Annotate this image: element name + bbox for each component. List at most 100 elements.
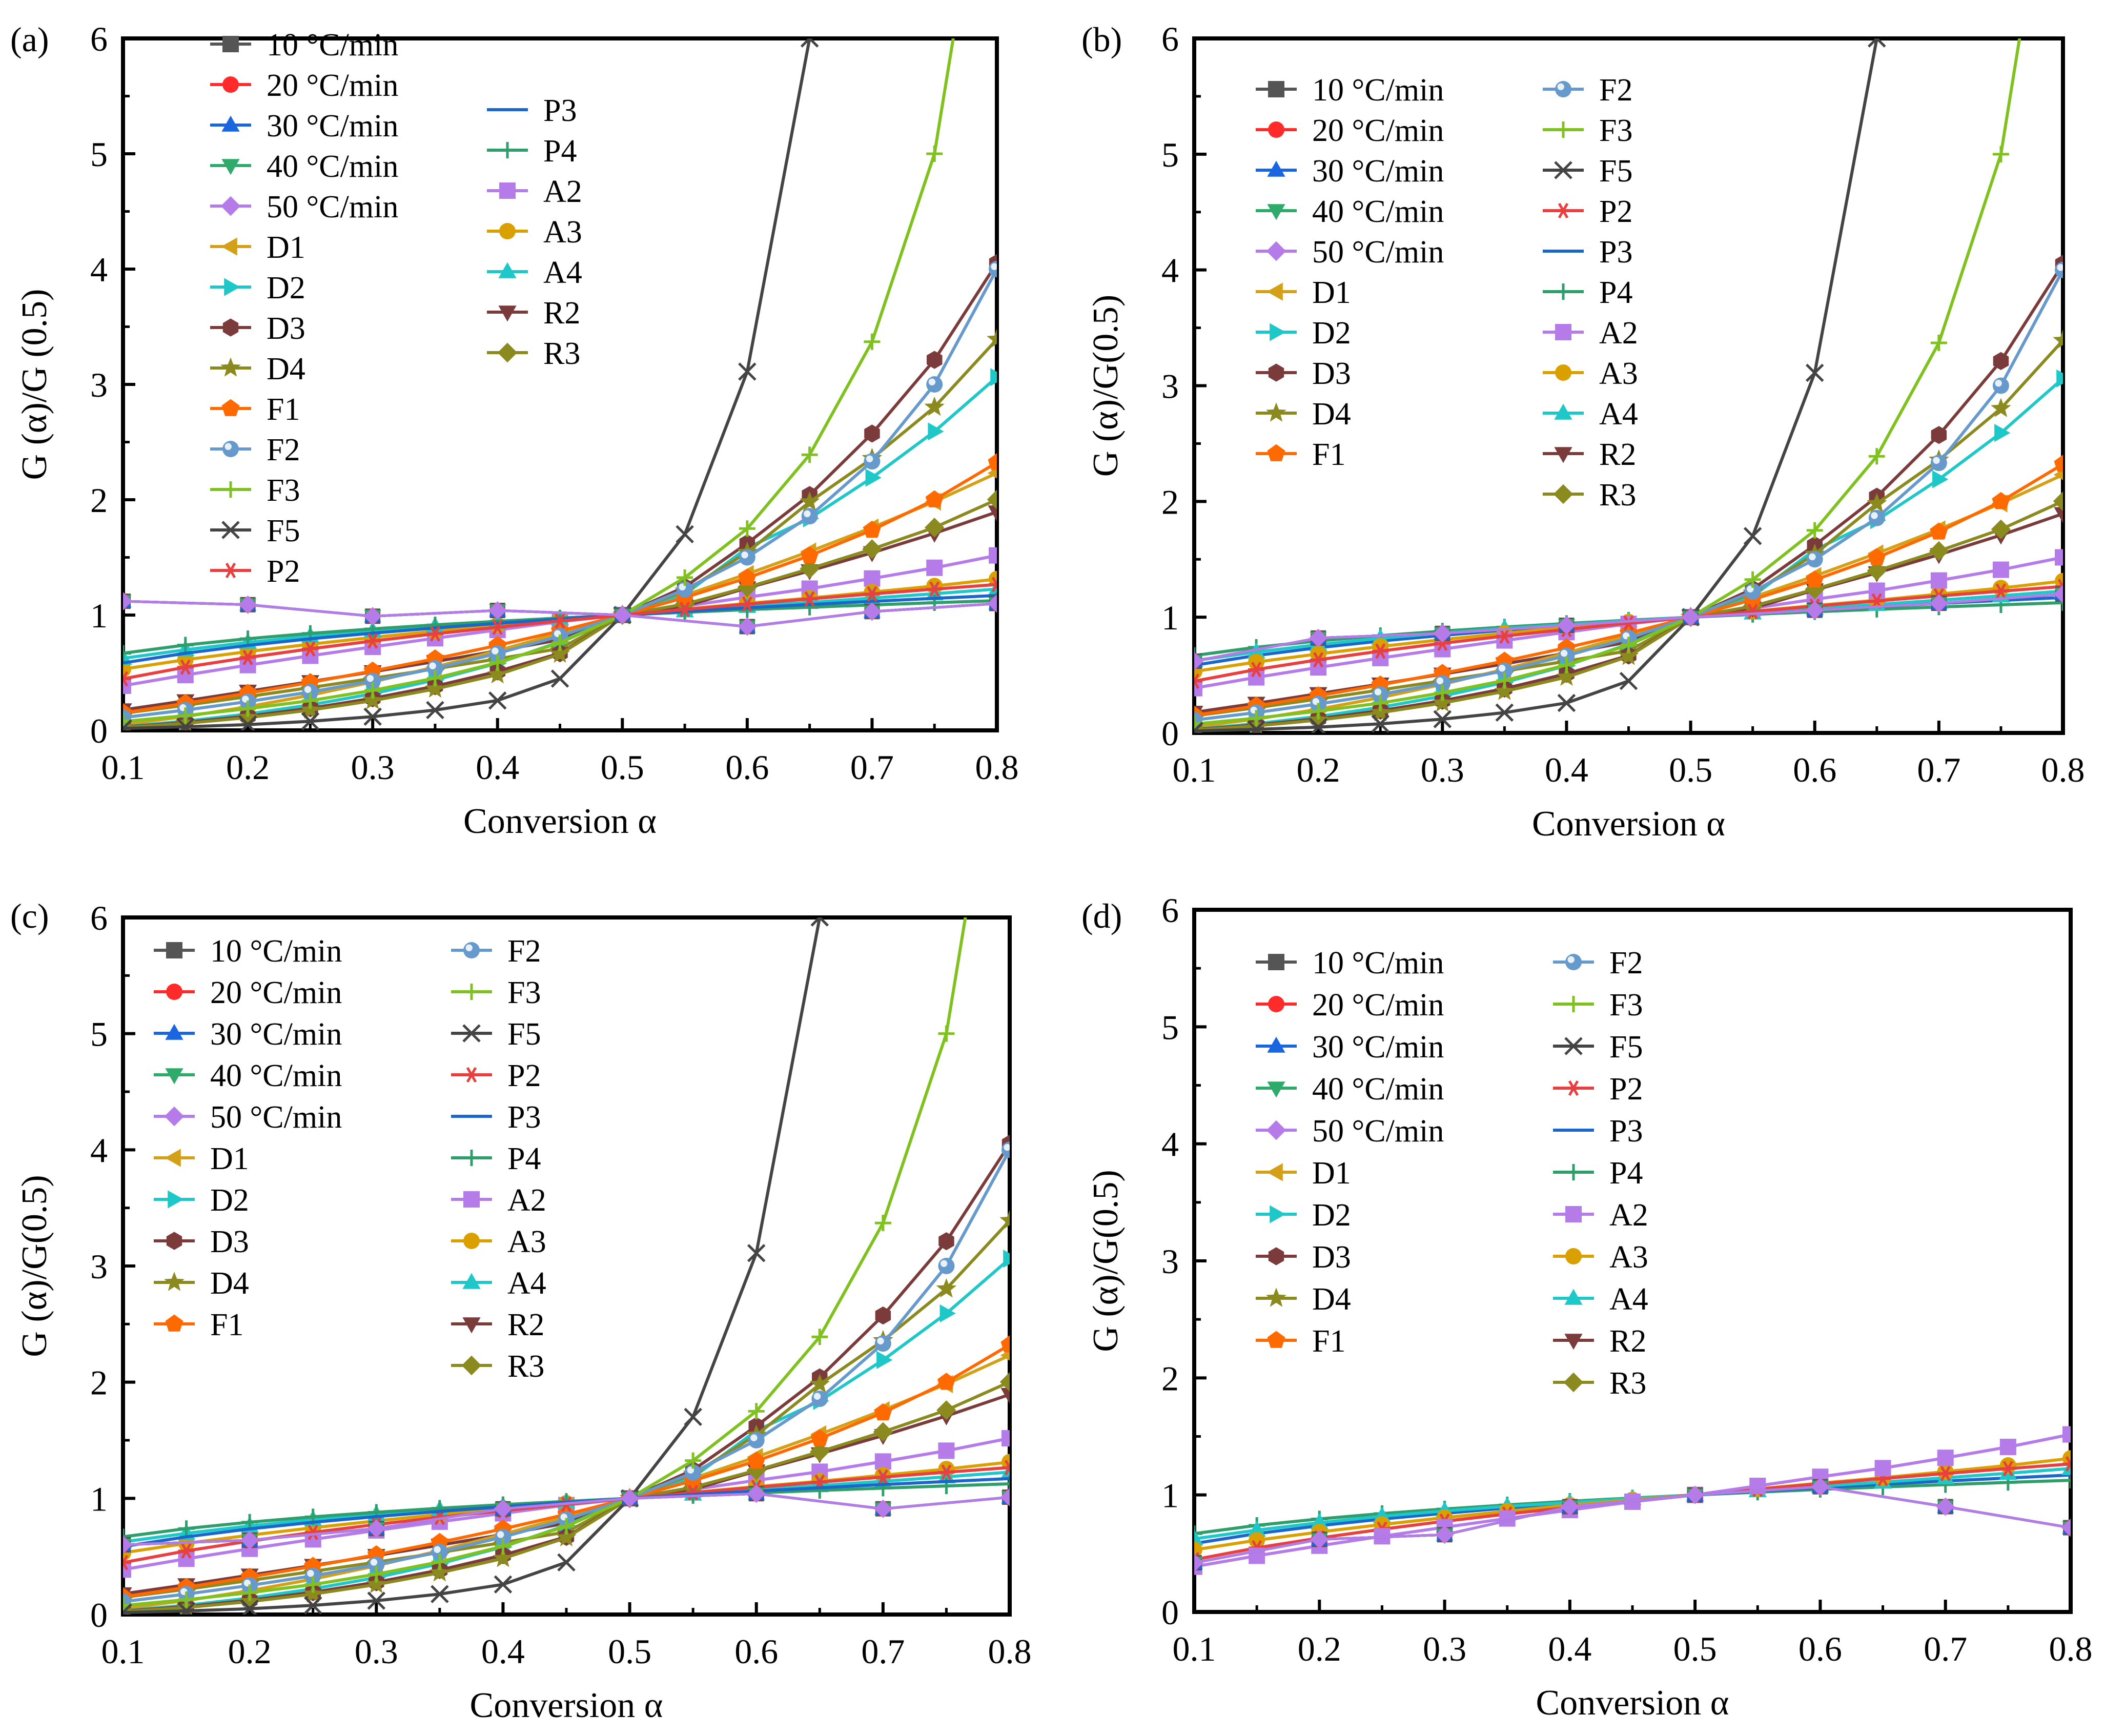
panel-b-legend-entry: P3 bbox=[1543, 235, 1632, 270]
panel-b-legend-entry: 10 °C/min bbox=[1256, 73, 1444, 108]
panel-c-plot-area bbox=[123, 917, 1010, 1615]
panel-b-series-p2-point bbox=[1992, 583, 2009, 599]
panel-b-series-d4-point bbox=[1432, 692, 1453, 712]
panel-b-series-f1-point bbox=[1992, 492, 2010, 509]
panel-c-series-p2-point bbox=[1002, 1460, 1010, 1476]
panel-c-series-p2-point bbox=[123, 1555, 131, 1570]
panel-b-legend-entry: R2 bbox=[1543, 437, 1636, 472]
panel-a-legend-swatch-marker bbox=[221, 237, 237, 256]
panel-a-series-f5-point bbox=[550, 669, 569, 688]
panel-c-series-d2-point bbox=[939, 1304, 956, 1323]
panel-b-series-p4-point bbox=[2055, 594, 2063, 611]
panel-a-xlabel: Conversion α bbox=[463, 802, 657, 841]
panel-c-legend-label: 20 °C/min bbox=[210, 975, 342, 1010]
panel-b-ytick-label: 1 bbox=[1161, 598, 1179, 637]
panel-d-series-50cmin-point bbox=[1310, 1530, 1329, 1549]
panel-b-series-a2-point bbox=[2055, 549, 2063, 566]
panel-c-series-p4-point bbox=[874, 1480, 891, 1497]
panel-a-legend-swatch-marker bbox=[221, 159, 240, 175]
panel-a-label: (a) bbox=[10, 20, 49, 59]
panel-b-legend-swatch-marker bbox=[1267, 160, 1285, 177]
panel-d-series-p4-point bbox=[2062, 1472, 2071, 1489]
panel-b-legend-entry: A3 bbox=[1543, 356, 1638, 391]
panel-d-legend-label: 10 °C/min bbox=[1312, 946, 1444, 981]
panel-b-series-50cmin-line bbox=[1194, 593, 2063, 663]
panel-c-series-p4-point bbox=[811, 1482, 828, 1499]
panel-a-legend-swatch-marker bbox=[499, 182, 516, 199]
panel-d-legend-entry: D3 bbox=[1256, 1240, 1351, 1275]
panel-a-legend-swatch-marker bbox=[497, 342, 518, 363]
panel-b-series-p2-point bbox=[1372, 643, 1389, 659]
panel-b-legend-swatch-marker bbox=[1554, 447, 1572, 463]
panel-a-series-p2-point bbox=[551, 613, 568, 629]
panel-b-series-f2-point bbox=[2055, 261, 2063, 278]
panel-c-series-50cmin-line bbox=[123, 1492, 1010, 1546]
panel-a-series-p2-point bbox=[677, 601, 693, 618]
panel-c-series-f5-point bbox=[810, 917, 829, 927]
panel-c-series-50cmin-point bbox=[747, 1484, 766, 1503]
panel-a-legend-label: F5 bbox=[267, 514, 300, 548]
panel-c-legend-label: A4 bbox=[507, 1266, 546, 1301]
panel-c-series-f3-point bbox=[368, 1566, 385, 1583]
panel-b-legend-label: P3 bbox=[1599, 235, 1632, 270]
panel-a-legend-label: F3 bbox=[267, 473, 300, 508]
panel-b-ytick-label: 0 bbox=[1161, 714, 1179, 753]
panel-a-legend-swatch-marker bbox=[222, 441, 239, 457]
panel-b-ytick-label: 3 bbox=[1161, 367, 1179, 406]
panel-d-legend-entry: D1 bbox=[1256, 1156, 1351, 1191]
panel-c-series-f3-point bbox=[748, 1403, 765, 1420]
panel-d-legend-swatch-marker bbox=[1565, 1080, 1582, 1096]
panel-d-legend-label: A4 bbox=[1609, 1282, 1648, 1317]
panel-a-series-a4-point bbox=[925, 584, 944, 601]
panel-a-legend-swatch-marker bbox=[222, 76, 239, 93]
panel-c-series-d4-point bbox=[493, 1547, 514, 1567]
panel-c-series-p2-point bbox=[304, 1524, 321, 1540]
panel-c-series-p4-point bbox=[123, 1528, 131, 1545]
panel-a-legend-label: 20 °C/min bbox=[267, 68, 398, 103]
panel-c-legend-swatch-marker bbox=[462, 1317, 481, 1334]
panel-a-legend-swatch-marker bbox=[224, 278, 240, 296]
panel-c-legend-entry: P3 bbox=[451, 1100, 541, 1135]
panel-d-series-50cmin-point bbox=[1560, 1497, 1579, 1516]
panel-b-series-f2-point bbox=[1930, 455, 1947, 472]
panel-a-legend-label: 50 °C/min bbox=[267, 190, 398, 224]
panel-c-legend-label: 10 °C/min bbox=[210, 934, 342, 969]
panel-d-series-p4-point bbox=[1194, 1525, 1202, 1542]
panel-a-legend-label: 10 °C/min bbox=[267, 28, 398, 63]
panel-d-xtick-label: 0.3 bbox=[1423, 1629, 1466, 1668]
panel-b-series-f3-point bbox=[1310, 703, 1327, 720]
panel-a-legend-swatch-marker bbox=[222, 562, 239, 579]
panel-a-legend-entry: 10 °C/min bbox=[210, 28, 398, 63]
panel-c-legend-swatch-marker bbox=[166, 1232, 182, 1250]
panel-d-legend-label: F2 bbox=[1609, 946, 1643, 981]
panel-d-legend-swatch-marker bbox=[1564, 1334, 1583, 1350]
panel-c-legend-swatch-marker bbox=[165, 1068, 183, 1085]
panel-a-series-r3-point bbox=[737, 577, 758, 597]
panel-d-legend-entry: 20 °C/min bbox=[1256, 988, 1444, 1023]
panel-c-legend-entry: F3 bbox=[451, 975, 541, 1010]
panel-d-plot-area bbox=[1194, 1426, 2071, 1575]
panel-c-series-d2-point bbox=[876, 1351, 893, 1369]
panel-c-series-f2-point bbox=[938, 1258, 955, 1274]
panel-c-series-f1-point bbox=[810, 1429, 829, 1446]
panel-b-series-d4-point bbox=[1556, 666, 1577, 686]
panel-d-legend-swatch-marker bbox=[1268, 954, 1284, 970]
panel-d-legend-swatch-marker bbox=[1268, 1247, 1284, 1265]
panel-b-series-f3-point bbox=[1434, 684, 1451, 701]
panel-a-series-d4-point bbox=[362, 690, 383, 709]
panel-c-legend-swatch-marker bbox=[165, 1149, 181, 1167]
panel-b-legend-label: R3 bbox=[1599, 478, 1636, 513]
panel-a-series-f5-point bbox=[426, 701, 444, 720]
panel-c-legend-swatch-marker bbox=[463, 1150, 480, 1166]
panel-d-legend-entry: F1 bbox=[1256, 1324, 1345, 1359]
panel-a-series-p2-point bbox=[177, 659, 194, 675]
panel-c-xtick-label: 0.6 bbox=[734, 1632, 778, 1671]
panel-d-xtick-label: 0.5 bbox=[1673, 1629, 1717, 1668]
panel-a-legend-entry: F5 bbox=[210, 514, 300, 548]
panel-a-legend-swatch-marker bbox=[222, 318, 239, 337]
panel-c-xtick-label: 0.8 bbox=[988, 1632, 1032, 1671]
panel-c-legend-label: 30 °C/min bbox=[210, 1017, 342, 1052]
panel-a-series-f2-point bbox=[426, 660, 443, 677]
panel-c-legend-entry: 20 °C/min bbox=[154, 975, 342, 1010]
panel-c-legend-label: A2 bbox=[507, 1183, 546, 1218]
